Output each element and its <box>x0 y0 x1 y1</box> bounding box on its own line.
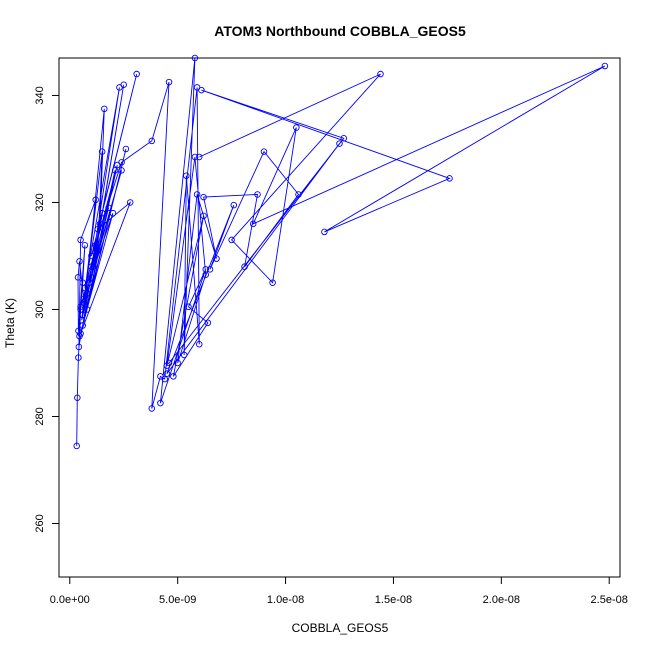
data-point <box>75 354 82 361</box>
x-axis-label: COBBLA_GEOS5 <box>292 621 389 635</box>
data-point <box>340 135 348 142</box>
data-point <box>161 375 168 383</box>
series-line <box>76 57 606 446</box>
data-point <box>601 62 609 70</box>
data-point <box>269 279 276 286</box>
data-point <box>94 247 102 254</box>
data-point <box>185 303 192 311</box>
x-tick-label: 5.0e-09 <box>159 594 196 606</box>
data-point <box>105 204 112 212</box>
data-point <box>76 258 83 265</box>
data-point <box>446 175 453 182</box>
data-point <box>83 290 91 297</box>
data-point <box>77 303 84 311</box>
data-point <box>73 442 80 450</box>
y-axis: 260 280 300 320 340 <box>34 86 59 533</box>
data-point <box>170 373 177 380</box>
data-point <box>163 370 171 377</box>
data-point <box>92 242 99 249</box>
data-point <box>254 191 261 198</box>
data-point <box>79 322 86 329</box>
data-point <box>230 201 238 209</box>
data-point <box>81 284 89 292</box>
y-tick-label: 260 <box>34 514 46 532</box>
data-point <box>193 191 201 198</box>
data-point <box>195 153 203 161</box>
data-point <box>228 236 235 244</box>
data-point <box>148 405 156 412</box>
data-point <box>293 124 300 131</box>
data-point <box>81 242 89 249</box>
x-tick-label: 2.5e-08 <box>591 594 628 606</box>
data-point <box>77 306 84 313</box>
data-point <box>336 140 343 147</box>
data-point <box>74 394 81 402</box>
data-point <box>202 271 209 278</box>
data-point <box>377 70 384 78</box>
data-point <box>111 167 119 174</box>
x-tick-label: 2.0e-08 <box>483 594 520 606</box>
data-point <box>94 225 102 233</box>
data-point <box>191 54 199 62</box>
data-point <box>75 343 83 351</box>
data-point <box>96 220 104 228</box>
y-tick-label: 280 <box>34 407 46 425</box>
data-point <box>183 172 190 179</box>
data-point <box>90 263 97 270</box>
series-layer <box>73 54 609 450</box>
x-tick-label: 1.0e-08 <box>267 594 304 606</box>
y-tick-label: 340 <box>34 86 46 104</box>
data-point <box>120 81 127 89</box>
y-tick-label: 320 <box>34 193 46 211</box>
data-point <box>198 86 205 94</box>
data-point <box>200 212 207 220</box>
data-point <box>101 105 108 113</box>
data-point <box>118 159 125 166</box>
data-point <box>122 145 130 153</box>
data-point <box>88 263 95 270</box>
data-point <box>157 399 164 407</box>
data-point <box>295 191 302 198</box>
data-point <box>77 330 84 337</box>
y-axis-label: Theta (K) <box>3 298 17 348</box>
data-point <box>74 274 82 281</box>
data-point <box>126 199 134 206</box>
x-tick-label: 1.5e-08 <box>375 594 412 606</box>
data-point <box>88 274 95 281</box>
data-point <box>204 319 212 327</box>
data-point <box>83 306 91 313</box>
chart-title: ATOM3 Northbound COBBLA_GEOS5 <box>214 23 466 39</box>
data-point <box>79 279 86 286</box>
data-point <box>249 220 257 228</box>
data-point <box>85 279 93 286</box>
data-point <box>109 209 117 217</box>
plot-frame <box>58 57 621 578</box>
data-point <box>180 351 188 359</box>
data-point <box>213 255 220 262</box>
data-point <box>241 263 248 270</box>
data-point <box>148 137 156 145</box>
data-point <box>165 78 173 86</box>
data-point <box>88 252 95 260</box>
data-point <box>118 167 125 174</box>
data-point <box>174 359 181 367</box>
data-point <box>98 148 106 155</box>
data-point <box>200 193 207 201</box>
x-tick-label: 0.0e+00 <box>50 594 90 606</box>
data-point <box>260 148 268 155</box>
data-point <box>92 196 99 204</box>
data-point <box>195 341 203 348</box>
data-point <box>79 311 86 319</box>
data-point <box>133 70 140 78</box>
data-point <box>98 209 106 217</box>
data-point <box>165 359 173 367</box>
data-point <box>191 153 199 161</box>
data-point <box>206 266 214 273</box>
data-point <box>321 228 328 236</box>
data-point <box>77 236 84 244</box>
x-axis: 0.0e+00 5.0e-09 1.0e-08 1.5e-08 2.0e-08 2.5e-… <box>50 577 628 606</box>
y-tick-label: 300 <box>34 300 46 318</box>
